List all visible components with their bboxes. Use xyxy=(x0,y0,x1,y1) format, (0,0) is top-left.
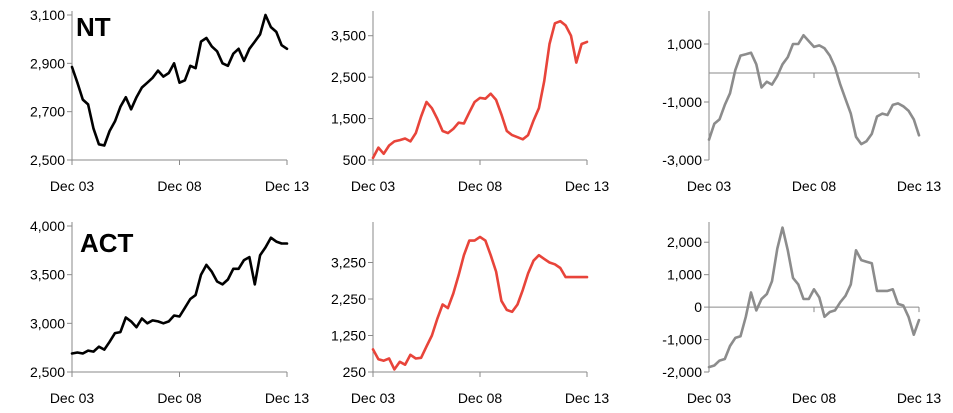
series-line xyxy=(70,13,289,147)
y-tick-label: 2,500 xyxy=(331,69,366,85)
series-line xyxy=(371,235,589,371)
chart-panel-6: -2,000 -1,000 0 1,000 2,000 Dec 03 Dec 08 Dec 1… xyxy=(662,222,941,406)
x-tick-label: Dec 03 xyxy=(351,178,396,194)
y-tick-label: 2,000 xyxy=(667,234,702,250)
x-tick-label: Dec 13 xyxy=(265,178,310,194)
x-tick-label: Dec 13 xyxy=(897,390,942,406)
series-line xyxy=(371,19,589,160)
x-tick-label: Dec 03 xyxy=(351,390,396,406)
y-tick-label: 1,500 xyxy=(331,111,366,127)
x-tick-label: Dec 08 xyxy=(157,178,202,194)
y-tick-label: 3,250 xyxy=(331,255,366,271)
chart-panel-3: -3,000 -1,000 1,000 Dec 03 Dec 08 Dec 13 xyxy=(662,11,941,194)
x-tick-label: Dec 03 xyxy=(50,178,95,194)
x-tick-label: Dec 13 xyxy=(265,390,310,406)
x-tick-label: Dec 13 xyxy=(565,178,610,194)
x-tick-label: Dec 08 xyxy=(792,390,837,406)
y-tick-label: 1,250 xyxy=(331,328,366,344)
y-tick-label: 1,000 xyxy=(667,267,702,283)
y-tick-label: 2,500 xyxy=(30,364,65,380)
row-label: ACT xyxy=(80,228,134,258)
x-tick-label: Dec 08 xyxy=(792,178,837,194)
y-tick-label: 3,500 xyxy=(331,28,366,44)
y-tick-label: 250 xyxy=(343,364,367,380)
x-tick-label: Dec 03 xyxy=(687,390,732,406)
chart-panel-4: 2,500 3,000 3,500 4,000 Dec 03 Dec 08 Dec 13 AC… xyxy=(30,218,309,406)
x-tick-label: Dec 08 xyxy=(458,178,503,194)
y-tick-label: -1,000 xyxy=(662,332,702,348)
chart-panel-5: 250 1,250 2,250 3,250 Dec 03 Dec 08 Dec 13 xyxy=(331,222,609,406)
y-tick-label: -1,000 xyxy=(662,94,702,110)
y-tick-label: 2,700 xyxy=(30,104,65,120)
y-tick-label: -3,000 xyxy=(662,152,702,168)
y-tick-label: 1,000 xyxy=(667,36,702,52)
row-label: NT xyxy=(76,12,111,42)
y-tick-label: 4,000 xyxy=(30,218,65,234)
x-tick-label: Dec 03 xyxy=(687,178,732,194)
series-line xyxy=(707,33,921,146)
y-tick-label: 3,500 xyxy=(30,267,65,283)
y-tick-label: 3,100 xyxy=(30,7,65,23)
x-tick-label: Dec 03 xyxy=(50,390,95,406)
y-tick-label: 0 xyxy=(694,299,702,315)
series-line xyxy=(707,226,921,369)
y-tick-label: -2,000 xyxy=(662,364,702,380)
x-tick-label: Dec 08 xyxy=(458,390,503,406)
y-tick-label: 2,900 xyxy=(30,55,65,71)
x-tick-label: Dec 13 xyxy=(565,390,610,406)
series-line xyxy=(70,236,289,355)
x-tick-label: Dec 08 xyxy=(157,390,202,406)
y-tick-label: 2,500 xyxy=(30,152,65,168)
chart-panel-2: 500 1,500 2,500 3,500 Dec 03 Dec 08 Dec 13 xyxy=(331,11,609,194)
chart-panel-1: 2,500 2,700 2,900 3,100 Dec 03 Dec 08 Dec 13 NT xyxy=(30,7,309,194)
y-tick-label: 500 xyxy=(343,152,367,168)
y-tick-label: 3,000 xyxy=(30,315,65,331)
y-tick-label: 2,250 xyxy=(331,291,366,307)
x-tick-label: Dec 13 xyxy=(897,178,942,194)
